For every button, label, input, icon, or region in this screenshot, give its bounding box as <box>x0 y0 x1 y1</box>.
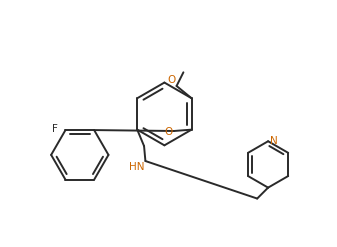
Text: N: N <box>270 136 278 146</box>
Text: F: F <box>52 124 58 134</box>
Text: O: O <box>167 75 176 85</box>
Text: HN: HN <box>129 162 145 172</box>
Text: O: O <box>164 126 173 137</box>
